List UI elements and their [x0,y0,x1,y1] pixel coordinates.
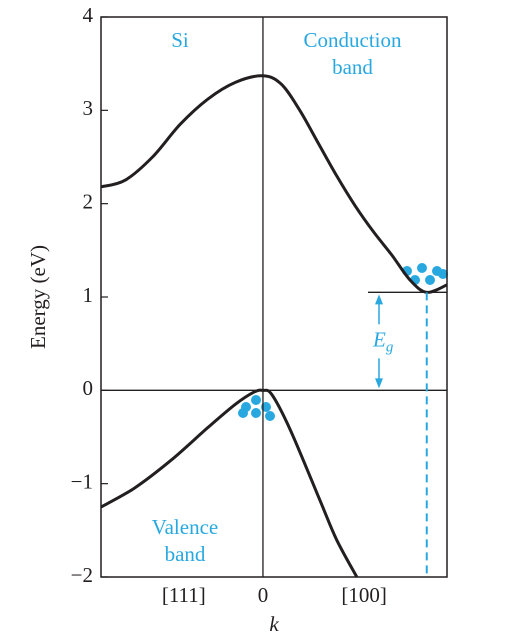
y-tick-label: 3 [83,96,94,120]
gap-arrow-head [375,294,383,305]
y-tick-label: 0 [83,376,94,400]
gap-arrow-head [375,378,383,389]
x-axis-label: k [269,612,279,636]
y-tick-label: 4 [83,3,94,27]
conduction-label: Conduction band [303,28,402,79]
gap-symbol: E [372,327,386,351]
x-tick-label: [111] [162,583,206,607]
material-label: Si [171,28,189,52]
y-tick-label: −1 [71,469,93,493]
gap-label: Eg [372,327,394,356]
band-curve [100,388,359,578]
y-axis-label: Energy (eV) [26,245,50,349]
gap-subscript: g [386,340,394,356]
y-tick-label: 1 [83,283,94,307]
y-tick-label: 2 [83,189,94,213]
x-tick-label: [100] [341,583,387,607]
electrons [402,263,448,285]
plot-frame [100,16,448,578]
x-tick-label: 0 [258,583,269,607]
y-tick-label: −2 [71,563,93,587]
band-curve [100,74,448,294]
valence-label: Valence band [151,515,219,566]
